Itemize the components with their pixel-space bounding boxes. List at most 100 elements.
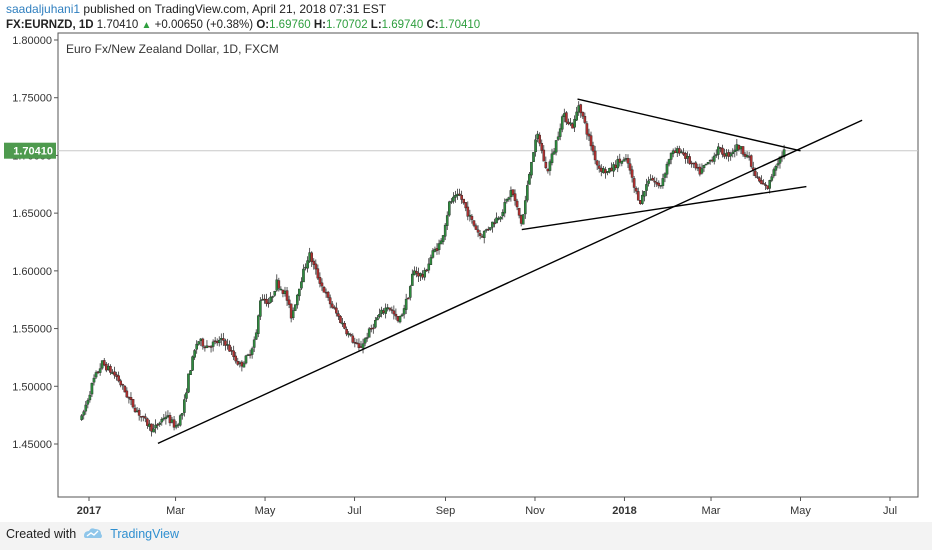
candle-body — [285, 290, 289, 301]
candle-body — [489, 227, 492, 230]
candle-body — [544, 162, 548, 168]
candle-body — [296, 294, 299, 306]
candle-body — [482, 230, 486, 238]
candle-body — [762, 183, 765, 185]
candle-body — [158, 422, 162, 425]
candle-body — [164, 416, 168, 420]
candle-body — [361, 343, 365, 349]
candle-body — [754, 170, 757, 177]
candle-body — [429, 257, 433, 265]
candle-body — [495, 217, 498, 224]
candle-body — [569, 122, 572, 125]
candle-body — [293, 304, 297, 311]
candle-body — [131, 399, 135, 408]
candle-body — [441, 235, 445, 242]
candle-body — [437, 243, 441, 251]
candle-body — [462, 198, 465, 204]
candle-body — [651, 177, 654, 181]
candle-body — [503, 202, 507, 214]
candle-body — [378, 314, 381, 317]
candle-body — [189, 370, 192, 376]
price-change: +0.00650 (+0.38%) — [154, 19, 254, 31]
x-tick-label: May — [255, 505, 276, 517]
candle-body — [523, 200, 527, 215]
candle-body — [400, 314, 404, 317]
candle-body — [558, 128, 562, 137]
candle-body — [259, 300, 262, 317]
candle-body — [300, 281, 303, 289]
candle-body — [150, 423, 153, 432]
candle-body — [626, 157, 630, 164]
candle-body — [277, 280, 281, 289]
candle-body — [384, 307, 387, 314]
candle-body — [415, 270, 418, 274]
candle-body — [224, 340, 227, 346]
candle-body — [585, 123, 589, 135]
candle-body — [172, 419, 176, 428]
candle-body — [622, 159, 626, 162]
candle-body — [575, 111, 578, 121]
candle-body — [217, 339, 221, 344]
candle-body — [439, 240, 443, 245]
candle-body — [156, 424, 159, 426]
candle-body — [774, 166, 778, 171]
candle-body — [337, 313, 340, 317]
candle-body — [316, 268, 320, 279]
candle-body — [191, 356, 194, 371]
candle-body — [310, 252, 313, 263]
candle-body — [427, 263, 431, 271]
candle-body — [254, 332, 258, 340]
candle-body — [782, 149, 786, 158]
candle-body — [137, 409, 141, 416]
candle-body — [464, 202, 468, 209]
candle-body — [183, 399, 186, 413]
candle-body — [402, 308, 406, 315]
candle-body — [513, 193, 517, 201]
candle-body — [530, 161, 533, 176]
candle-body — [320, 282, 324, 287]
candle-body — [349, 334, 353, 336]
candle-body — [493, 222, 496, 225]
candle-body — [98, 368, 102, 373]
candle-body — [388, 307, 392, 310]
candle-body — [312, 260, 316, 265]
candle-body — [279, 288, 283, 291]
candle-body — [745, 155, 749, 158]
candle-body — [372, 327, 375, 330]
candle-body — [552, 151, 556, 155]
trendline — [521, 185, 807, 231]
x-tick-label: Jul — [348, 505, 362, 517]
candle-body — [556, 136, 560, 140]
candle-body — [618, 158, 622, 163]
candle-body — [700, 168, 704, 174]
candle-body — [367, 328, 371, 338]
tradingview-link[interactable]: TradingView — [110, 527, 179, 541]
last-price: 1.70410 — [96, 19, 139, 31]
candle-body — [684, 153, 687, 159]
chart-title: Euro Fx/New Zealand Dollar, 1D, FXCM — [66, 42, 279, 56]
candle-body — [113, 371, 116, 376]
candle-body — [641, 194, 644, 204]
candle-body — [468, 214, 472, 217]
candle-body — [499, 216, 502, 220]
author-link[interactable]: saadaljuhani1 — [6, 2, 81, 16]
candle-body — [117, 375, 120, 382]
candle-body — [306, 260, 309, 269]
price-chart[interactable]: Euro Fx/New Zealand Dollar, 1D, FXCM 1.80… — [0, 0, 932, 522]
candle-body — [669, 152, 673, 160]
last-price-badge — [4, 142, 56, 159]
candle-body — [770, 176, 774, 181]
low-label: L: — [370, 19, 382, 31]
candle-body — [653, 180, 656, 183]
interval: 1D — [78, 19, 94, 31]
candle-body — [146, 418, 149, 426]
x-tick-label: Mar — [166, 505, 185, 517]
candle-body — [548, 161, 552, 171]
low-value: 1.69740 — [381, 19, 424, 31]
candle-body — [330, 303, 334, 308]
x-tick-label: Mar — [702, 505, 721, 517]
candle-body — [411, 273, 414, 286]
candle-body — [634, 188, 638, 192]
candle-body — [234, 355, 238, 362]
candle-body — [657, 182, 661, 186]
